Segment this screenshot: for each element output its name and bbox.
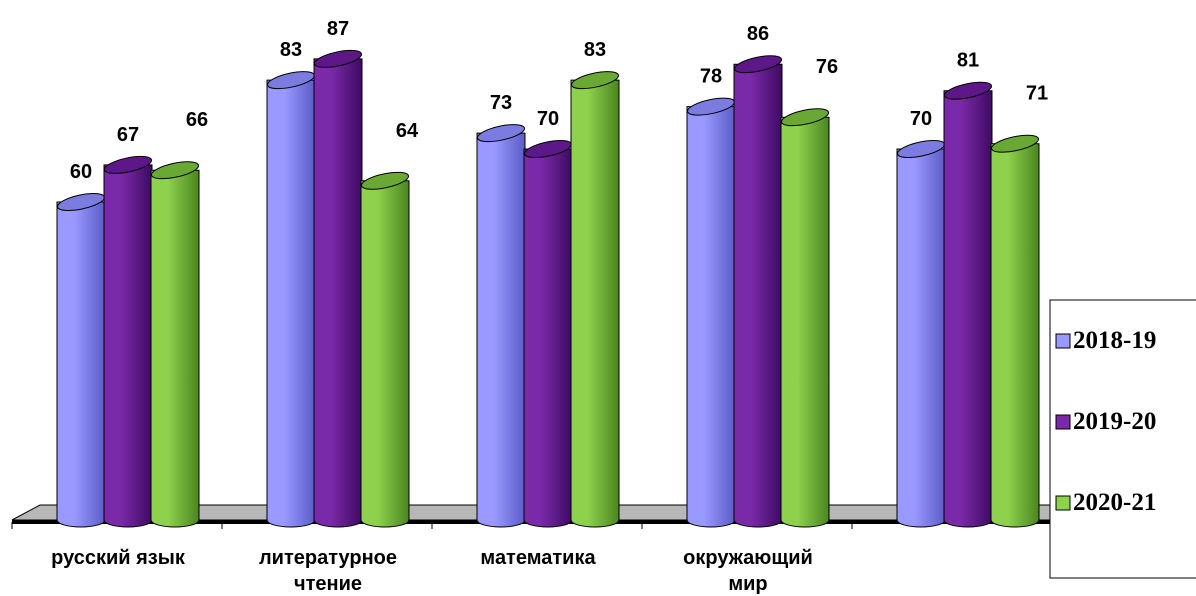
bar-top [313,49,363,68]
bar-top [733,55,783,74]
bar-2018-19-2 [476,124,526,528]
bar-2019-20-3 [733,55,783,528]
bar-body [103,164,153,528]
bar-body [780,116,830,528]
data-label: 64 [396,120,419,142]
bar-2018-19-4 [896,140,946,528]
data-label: 86 [747,23,769,45]
bar-2019-20-1 [313,49,363,528]
bar-body [943,90,993,528]
bar-2018-19-0 [56,193,106,528]
data-label: 66 [186,109,208,131]
category-label: математика [480,547,596,569]
bar-top [990,134,1040,153]
data-label: 78 [700,66,722,88]
category-label: русский язык [51,547,186,569]
data-label: 83 [584,39,606,61]
bar-body [896,148,946,528]
bar-top [943,81,993,100]
x-axis [11,522,853,529]
data-label: 87 [327,18,349,40]
data-label: 60 [70,161,92,183]
legend-label: 2020-21 [1073,489,1156,516]
data-label: 83 [280,39,302,61]
bar-top [780,108,830,127]
bar-top [360,171,410,190]
legend-label: 2019-20 [1073,408,1156,435]
bar-body [150,169,200,528]
legend-swatch [1055,333,1071,349]
data-label: 76 [816,56,838,78]
bar-2019-20-0 [103,155,153,528]
data-label: 81 [957,50,979,72]
category-label: литературное [259,547,397,569]
data-label: 70 [910,108,932,130]
bar-2020-21-2 [570,71,620,528]
bar-body [266,79,316,528]
bar-2018-19-1 [266,71,316,528]
data-labels: 60 67 66 83 87 64 73 70 83 78 86 76 70 81 71 [70,18,1048,183]
bar-body [360,180,410,528]
bar-body [476,132,526,528]
bar-2018-19-3 [686,97,736,528]
legend-swatch [1055,495,1071,511]
category-label: чтение [294,573,362,595]
bar-2019-20-4 [943,81,993,528]
bar-2019-20-2 [523,140,573,528]
bars-group [56,49,1040,528]
bar-body [990,143,1040,528]
bar-body [686,106,736,528]
bar-body [523,148,573,528]
category-label: мир [728,573,767,595]
bar-body [570,79,620,528]
category-labels: русский язык литературное чтение математика… [51,547,813,595]
legend-label: 2018-19 [1073,327,1156,354]
bar-2020-21-1 [360,171,410,528]
data-label: 73 [490,92,512,114]
bar-body [313,58,363,528]
data-label: 70 [537,108,559,130]
bar-body [56,201,106,528]
bar-top [103,155,153,174]
bar-2020-21-0 [150,161,200,528]
category-label: окружающий [683,547,813,569]
bar-body [733,63,783,528]
legend: 2018-19 2019-20 2020-21 [1049,299,1196,579]
bar-top [476,124,526,143]
data-label: 67 [117,124,139,146]
legend-box [1049,299,1196,579]
bar-2020-21-4 [990,134,1040,528]
legend-swatch [1055,414,1071,430]
bar-top [570,71,620,90]
bar-top [150,161,200,180]
data-label: 71 [1026,83,1048,105]
bar-2020-21-3 [780,108,830,528]
